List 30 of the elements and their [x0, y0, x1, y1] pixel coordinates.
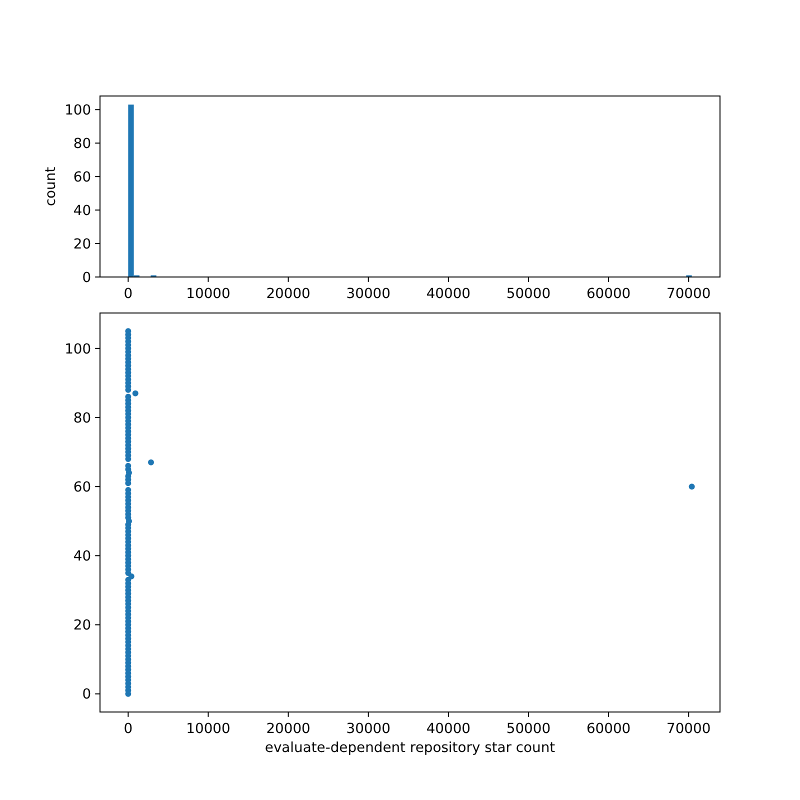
y-tick-label: 60: [73, 169, 92, 186]
x-tick-label: 0: [124, 721, 133, 738]
x-axis-title: evaluate-dependent repository star count: [264, 740, 556, 756]
x-tick-label: 0: [124, 286, 133, 302]
x-tick-label: 40000: [426, 721, 471, 738]
y-tick-label: 60: [73, 479, 92, 496]
x-tick-label: 70000: [666, 721, 711, 738]
y-tick-label: 20: [73, 618, 92, 634]
x-tick-label: 30000: [346, 721, 390, 738]
y-tick-label: 80: [73, 136, 92, 152]
x-tick-label: 10000: [186, 286, 230, 302]
y-tick-label: 20: [73, 236, 92, 252]
y-tick-label: 0: [82, 270, 92, 286]
y-tick-label: 100: [64, 341, 92, 358]
x-tick-label: 20000: [266, 721, 310, 738]
x-tick-label: 40000: [426, 286, 471, 302]
x-tick-label: 60000: [586, 721, 631, 738]
x-tick-label: 60000: [586, 286, 631, 302]
x-tick-label: 50000: [506, 721, 551, 738]
x-tick-label: 20000: [266, 286, 310, 302]
y-axis-title: count: [43, 166, 59, 206]
y-tick-label: 0: [82, 686, 92, 703]
y-tick-label: 40: [73, 548, 92, 565]
y-tick-label: 40: [73, 202, 92, 219]
x-tick-label: 10000: [186, 721, 230, 738]
y-tick-label: 80: [73, 410, 92, 426]
x-tick-label: 30000: [346, 286, 390, 302]
x-tick-label: 70000: [666, 286, 711, 302]
y-tick-label: 100: [64, 102, 92, 119]
x-tick-label: 50000: [506, 286, 551, 302]
